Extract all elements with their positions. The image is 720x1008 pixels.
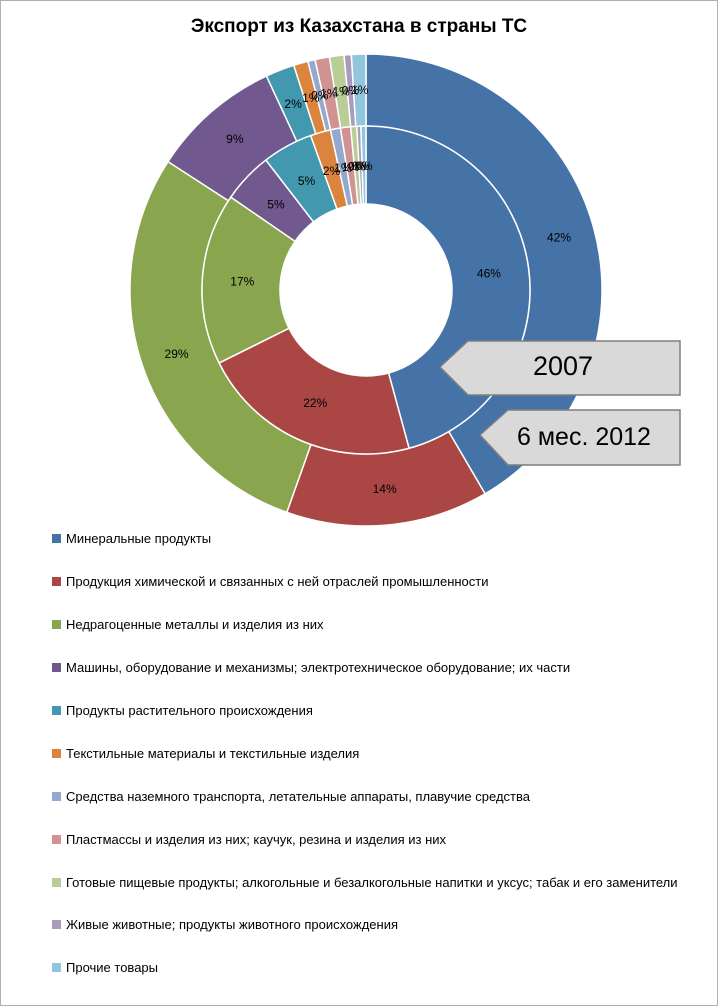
data-label-outer-7: 1% (320, 86, 338, 100)
callout-arrow-2007 (438, 340, 681, 396)
legend-item: Готовые пищевые продукты; алкогольные и … (52, 874, 692, 891)
legend-label: Продукты растительного происхождения (66, 703, 313, 718)
slice-inner-1 (218, 327, 410, 455)
data-label-inner-4: 5% (298, 174, 316, 188)
legend-swatch (52, 534, 61, 543)
legend-label: Средства наземного транспорта, летательн… (66, 789, 530, 804)
data-label-inner-6: 1% (334, 161, 352, 175)
legend-swatch (52, 706, 61, 715)
data-label-outer-0: 42% (547, 231, 571, 245)
slice-inner-10 (360, 125, 367, 205)
legend-label: Готовые пищевые продукты; алкогольные и … (66, 875, 678, 890)
data-label-inner-10: 0% (355, 159, 373, 173)
legend-label: Недрагоценные металлы и изделия из них (66, 617, 324, 632)
legend-swatch (52, 835, 61, 844)
data-label-outer-6: 0% (311, 88, 329, 102)
legend-item: Минеральные продукты (52, 530, 692, 547)
chart-title: Экспорт из Казахстана в страны ТС (190, 16, 528, 37)
legend-label: Живые животные; продукты животного проис… (66, 917, 399, 932)
callout-label-2012: 6 мес. 2012 (517, 423, 651, 451)
data-label-outer-1: 14% (373, 482, 397, 496)
legend-item: Прочие товары (52, 959, 692, 976)
legend-label: Машины, оборудование и механизмы; электр… (66, 660, 571, 675)
data-label-inner-7: 1% (342, 160, 360, 174)
data-label-outer-8: 1% (333, 85, 351, 99)
callout-arrow-2012 (478, 409, 681, 466)
legend-item: Текстильные материалы и текстильные изде… (52, 745, 692, 762)
data-label-outer-10: 1% (351, 83, 369, 97)
data-label-inner-1: 22% (303, 396, 327, 410)
legend-item: Продукты растительного происхождения (52, 702, 692, 719)
legend-label: Минеральные продукты (66, 531, 212, 546)
data-label-inner-9: 0% (352, 159, 370, 173)
legend-item: Машины, оборудование и механизмы; электр… (52, 659, 692, 676)
series-callouts: 2007 6 мес. 2012 (438, 340, 681, 466)
data-label-outer-4: 2% (284, 97, 302, 111)
legend-label: Пластмассы и изделия из них; каучук, рез… (66, 832, 447, 847)
legend-label: Текстильные материалы и текстильные изде… (66, 746, 360, 761)
legend-swatch (52, 663, 61, 672)
legend-swatch (52, 620, 61, 629)
inner-ring-2007 (201, 125, 531, 455)
data-label-outer-9: 0% (342, 84, 360, 98)
legend-swatch (52, 792, 61, 801)
legend-item: Недрагоценные металлы и изделия из них (52, 616, 692, 633)
data-label-outer-2: 29% (165, 347, 189, 361)
legend-item: Средства наземного транспорта, летательн… (52, 788, 692, 805)
slice-inner-2 (201, 196, 297, 364)
legend-swatch (52, 920, 61, 929)
legend-label: Продукция химической и связанных с ней о… (66, 574, 489, 589)
callout-label-2007: 2007 (533, 351, 593, 381)
data-label-outer-3: 9% (226, 132, 244, 146)
legend-item: Пластмассы и изделия из них; каучук, рез… (52, 831, 692, 848)
data-label-inner-3: 5% (267, 198, 285, 212)
legend-swatch (52, 963, 61, 972)
data-label-inner-5: 2% (323, 164, 341, 178)
data-label-inner-8: 0% (348, 159, 366, 173)
legend-item: Живые животные; продукты животного проис… (52, 916, 692, 933)
data-label-outer-5: 1% (302, 91, 320, 105)
legend-swatch (52, 878, 61, 887)
legend-label: Прочие товары (66, 960, 158, 975)
legend-item: Продукция химической и связанных с ней о… (52, 573, 692, 590)
data-label-inner-0: 46% (477, 267, 501, 281)
legend-swatch (52, 749, 61, 758)
legend-swatch (52, 577, 61, 586)
slice-labels: 46%22%17%5%5%2%1%1%0%0%0%42%14%29%9%2% 1%… (165, 83, 572, 496)
data-label-inner-2: 17% (230, 274, 254, 288)
